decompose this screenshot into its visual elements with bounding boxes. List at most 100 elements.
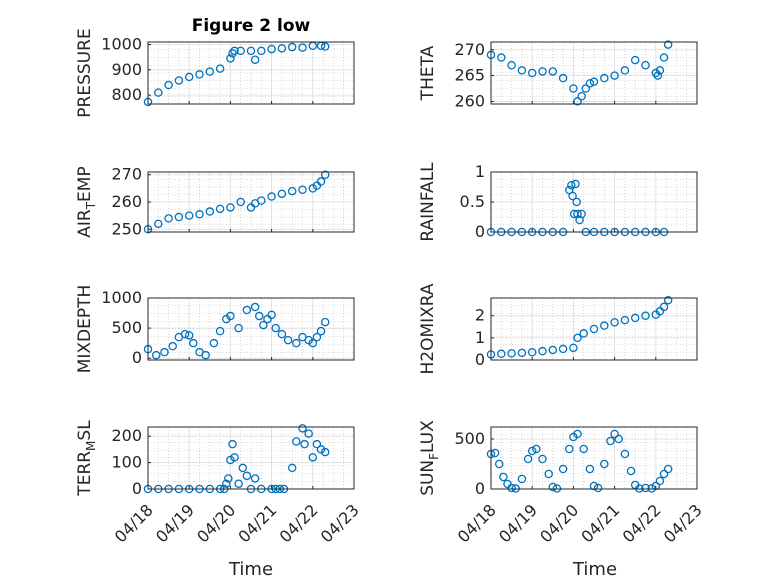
data-point (558, 73, 568, 83)
data-point (320, 170, 330, 179)
data-point (267, 192, 276, 201)
data-point (490, 448, 500, 458)
data-point (606, 436, 615, 446)
data-point (320, 42, 330, 51)
y-tick-label: 1 (475, 328, 485, 347)
data-point (320, 447, 330, 457)
axes-box (490, 297, 698, 361)
y-axis-label: THETA (418, 45, 438, 101)
data-point (517, 348, 527, 358)
y-tick-label: 270 (111, 165, 142, 184)
data-point (250, 55, 260, 64)
data-point (267, 310, 276, 320)
data-point (630, 313, 640, 323)
data-point (257, 46, 266, 56)
axes-box (490, 426, 698, 490)
x-tick-label: 04/18 (111, 500, 157, 546)
x-axis-label-right: Time (572, 559, 617, 580)
data-point (600, 321, 609, 330)
axes-box (147, 41, 355, 105)
data-point (565, 444, 574, 454)
data-point (577, 92, 586, 101)
y-tick-label: 270 (454, 40, 485, 59)
y-axis-label: AIRTEMP (75, 166, 98, 237)
data-point (292, 437, 301, 446)
data-point (154, 219, 163, 229)
data-point (610, 318, 619, 327)
data-point (184, 72, 194, 82)
y-tick-label: 260 (454, 91, 485, 110)
data-point (287, 463, 297, 473)
data-point (312, 332, 322, 342)
data-point (558, 464, 568, 474)
data-point (663, 295, 673, 305)
data-point (593, 483, 603, 493)
data-point (610, 71, 619, 80)
x-tick-label: 04/19 (152, 500, 198, 546)
axes-box (490, 41, 698, 105)
subplot-mixdepth: 0 500 1000 MIXDEPTH (75, 285, 355, 373)
data-point (189, 338, 198, 348)
data-point (271, 323, 280, 333)
data-point (164, 214, 173, 223)
x-tick-label: 04/21 (234, 500, 280, 546)
subplot-rainfall: 0 0.5 1 RAINFALL (418, 162, 698, 242)
data-point (226, 203, 235, 212)
data-point (655, 66, 665, 75)
data-point (201, 350, 210, 360)
y-tick-label: 2 (475, 306, 485, 325)
data-point (277, 329, 287, 339)
data-point (246, 203, 256, 212)
y-axis-label: SUNFLUX (418, 420, 441, 496)
data-point (250, 474, 260, 483)
data-point (226, 54, 235, 63)
data-point (320, 317, 330, 327)
data-point (548, 67, 558, 76)
data-point (626, 466, 636, 476)
data-point (548, 345, 558, 355)
data-point (589, 324, 599, 334)
data-point (651, 481, 661, 491)
y-tick-label: 265 (454, 66, 485, 85)
data-point (277, 44, 287, 53)
data-point (298, 185, 307, 194)
data-point (655, 476, 665, 486)
data-point (222, 479, 231, 488)
data-point (659, 469, 669, 479)
data-point (507, 61, 516, 70)
y-tick-label: 0 (475, 350, 485, 369)
data-point (238, 463, 248, 473)
y-tick-label: 0 (132, 479, 142, 498)
data-point (226, 311, 235, 321)
data-point (230, 453, 239, 462)
data-point (527, 446, 537, 456)
data-point (581, 84, 591, 93)
figure-title: Figure 2 low (192, 16, 311, 36)
x-tick-label: 04/22 (276, 500, 322, 546)
y-tick-label: 1000 (101, 35, 142, 54)
data-point (620, 66, 630, 75)
data-point (195, 210, 204, 219)
data-point (620, 449, 630, 459)
data-point (164, 80, 173, 90)
x-tick-label: 04/22 (619, 500, 665, 546)
data-point (641, 483, 650, 493)
x-tick-label: 04/23 (317, 500, 363, 546)
data-point (298, 424, 307, 433)
data-point (558, 344, 568, 354)
data-point (283, 335, 293, 345)
data-point (589, 77, 599, 87)
data-point (548, 482, 558, 492)
y-axis-label: TERRMSL (75, 420, 98, 497)
data-point (600, 73, 609, 83)
data-point (494, 459, 504, 469)
y-tick-label: 0.5 (460, 192, 485, 211)
data-point (234, 323, 243, 333)
data-point (573, 97, 582, 106)
data-point (215, 326, 225, 336)
y-tick-label: 500 (111, 318, 142, 337)
data-point (308, 453, 318, 462)
data-point (569, 343, 578, 353)
data-point (507, 349, 516, 358)
